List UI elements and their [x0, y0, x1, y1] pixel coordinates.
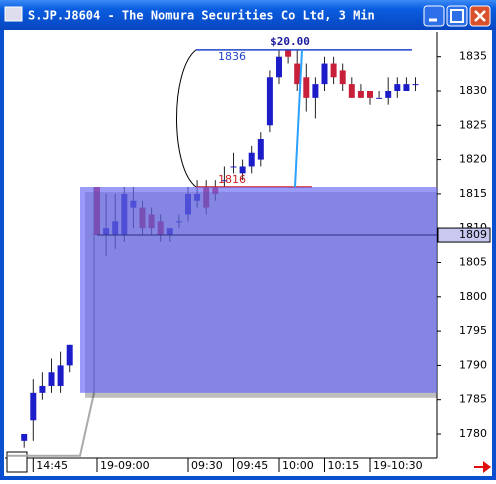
candle-body: [330, 63, 337, 78]
window-title: S.JP.J8604 - The Nomura Securities Co Lt…: [28, 9, 375, 23]
candle-body: [30, 392, 37, 421]
y-tick-label: 1795: [459, 324, 487, 337]
x-tick-label: 10:15: [328, 459, 360, 472]
candle-body: [39, 385, 46, 393]
window-buttons[interactable]: [423, 5, 491, 27]
x-tick-label: 09:30: [191, 459, 223, 472]
measure-arc: [176, 49, 197, 188]
app-icon: [4, 6, 23, 22]
candle-body: [385, 90, 392, 98]
candle-body: [312, 84, 319, 98]
candle-body: [21, 433, 28, 441]
candle-body: [257, 139, 264, 160]
candle-body: [248, 152, 255, 167]
last-price-box: [437, 227, 491, 243]
y-tick-label: 1835: [459, 50, 487, 63]
price-zone: [80, 187, 437, 393]
x-tick-label: 09:45: [237, 459, 269, 472]
candle-body: [357, 90, 364, 98]
corner-box[interactable]: [6, 451, 28, 473]
candle-body: [412, 84, 419, 86]
candle-body: [266, 77, 273, 126]
y-tick-label: 1830: [459, 84, 487, 97]
y-tick-label: 1815: [459, 187, 487, 200]
maximize-icon: [450, 9, 464, 23]
x-tick-label: 14:45: [36, 459, 68, 472]
x-tick-label: 19-09:00: [100, 459, 150, 472]
candle-body: [230, 166, 237, 168]
scroll-arrow[interactable]: [474, 461, 491, 473]
minimize-button[interactable]: [423, 5, 445, 27]
candle-body: [48, 372, 55, 386]
y-tick-label: 1780: [459, 427, 487, 440]
y-tick-label: 1800: [459, 290, 487, 303]
level-label: 1836: [218, 50, 246, 63]
candle-body: [66, 344, 73, 366]
candle-body: [394, 84, 401, 91]
candle-body: [285, 49, 292, 57]
candle-body: [239, 166, 246, 174]
close-icon: [474, 10, 486, 22]
candle-body: [303, 77, 310, 98]
plot: 1780178517901795180018051810181518201825…: [8, 35, 491, 472]
y-tick-label: 1820: [459, 153, 487, 166]
candle-body: [294, 63, 301, 85]
candle-body: [276, 56, 282, 78]
candle-body: [339, 70, 346, 85]
level-label: 1816: [218, 173, 246, 186]
y-tick-label: 1805: [459, 255, 487, 268]
y-tick-label: 1825: [459, 118, 487, 131]
candle-body: [321, 63, 328, 85]
y-tick-label: 1785: [459, 393, 487, 406]
title-bar: [0, 0, 496, 30]
candle-body: [57, 365, 64, 386]
measure-line: [294, 49, 303, 188]
last-price-label: 1809: [459, 228, 487, 241]
candle-body: [403, 84, 410, 91]
y-tick-label: 1790: [459, 358, 487, 371]
candle-body: [348, 84, 355, 98]
candle-body: [221, 180, 228, 182]
x-tick-label: 10:00: [282, 459, 314, 472]
candle-body: [376, 97, 383, 99]
measure-label: $20.00: [270, 35, 310, 48]
candle-body: [367, 90, 373, 98]
x-tick-label: 19-10:30: [373, 459, 423, 472]
